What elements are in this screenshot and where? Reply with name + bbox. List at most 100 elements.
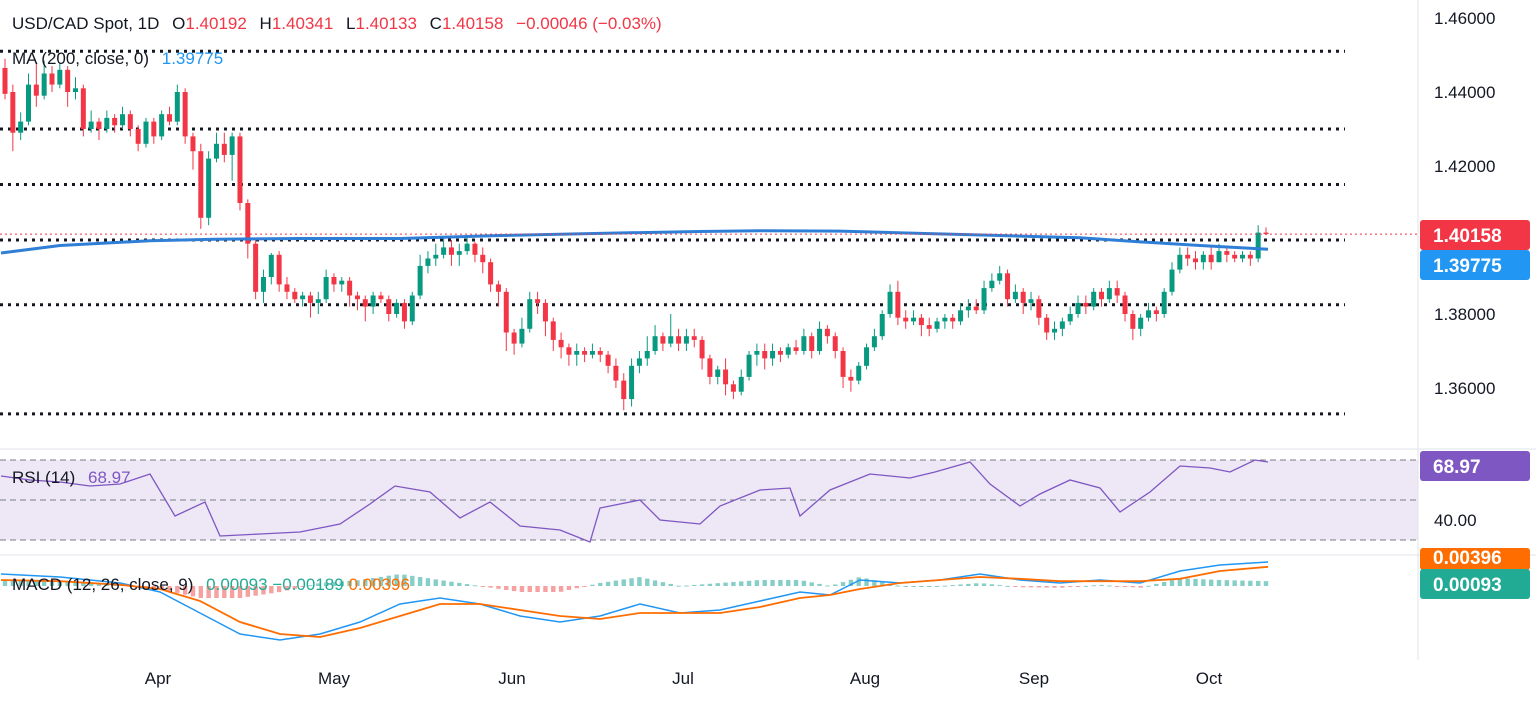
candle-body [777,351,783,355]
candle-body [480,254,486,263]
candle-body [307,295,313,303]
month-label-sep: Sep [1019,669,1049,688]
candle-body [1114,288,1120,296]
candle-body [143,121,149,144]
macd-histogram-bar [535,586,540,592]
candle-body [942,317,948,322]
macd-histogram-bar [1169,580,1175,586]
candle-body [347,280,353,296]
macd-histogram-bar [417,577,423,586]
candle-body [495,284,501,292]
macd-histogram-bar [598,582,603,586]
macd-histogram-bar [895,585,901,587]
macd-histogram-bar [974,583,979,586]
candle-body [879,314,885,337]
candle-body [1036,299,1042,318]
macd-histogram-bar [840,582,846,586]
low-value: 1.40133 [355,14,417,33]
candle-body [1232,254,1238,259]
macd-histogram-bar [966,583,971,586]
macd-histogram-bar [1013,586,1018,587]
macd-histogram-bar [331,581,337,586]
candle-body [245,203,251,244]
macd-histogram-bar [1201,579,1206,586]
last-price-badge-text: 1.40158 [1433,226,1502,247]
candle-body [456,251,462,255]
macd-histogram-bar [81,582,86,586]
macd-histogram-bar [449,581,454,586]
rsi-pane[interactable] [0,459,1536,556]
candle-body [550,321,556,340]
macd-histogram-bar [73,582,78,586]
macd-histogram-bar [151,586,157,589]
macd-histogram-bar [237,586,243,598]
candle-body [1240,254,1246,259]
macd-histogram-bar [1091,585,1096,587]
macd-histogram-bar [574,586,579,589]
candle-body [18,121,24,133]
macd-histogram-bar [1107,585,1112,587]
macd-histogram-bar [723,582,728,586]
candle-body [856,365,862,381]
signal-line [0,565,1269,638]
candle-body [135,129,141,144]
macd-histogram-bar [159,586,164,590]
candle-body [433,254,439,259]
macd-histogram-bar [96,583,102,586]
macd-histogram-bar [848,579,854,586]
macd-histogram-bar [1005,585,1010,587]
candle-body [903,317,909,322]
candle-body [1099,291,1105,300]
macd-histogram-bar [1161,581,1167,586]
macd-legend: MACD (12, 26, close, 9) 0.00093 −0.00189… [12,575,418,595]
candle-body [174,92,180,122]
candle-body [597,351,603,355]
macd-histogram-bar [1138,586,1143,588]
candle-body [448,247,454,255]
macd-badge-text: 0.00093 [1433,575,1502,596]
rsi-legend: RSI (14) 68.97 [12,468,139,488]
macd-histogram-bar [981,583,987,586]
macd-histogram-bar [167,586,172,592]
candle-body [127,114,133,129]
candle-body [958,310,964,322]
macd-histogram-bar [1122,586,1128,587]
macd-histogram-bar [668,583,673,586]
candle-body [730,384,736,392]
macd-histogram-bar [88,583,94,586]
candle-body [965,306,971,311]
rsi-label: RSI (14) [12,468,76,487]
price-pane[interactable] [0,49,1536,450]
ma-label: MA (200, close, 0) [12,49,150,68]
candle-body [2,67,8,94]
macd-histogram-bar [997,585,1002,587]
macd-histogram-bar [770,580,775,586]
candle-body [213,143,219,159]
candle-body [754,351,760,355]
macd-pane[interactable] [0,561,1269,641]
candle-body [824,328,830,337]
candle-body [300,295,306,300]
macd-histogram-bar [222,586,227,598]
macd-histogram-bar [558,586,564,592]
candle-body [315,299,321,303]
candle-body [119,114,125,126]
candle-body [582,351,588,355]
macd-histogram-bar [245,586,251,597]
macd-histogram-bar [402,574,407,586]
macd-histogram-bar [825,585,830,587]
macd-histogram-bar [198,586,204,598]
macd-histogram-bar [582,586,587,587]
macd-histogram-bar [2,580,8,586]
candle-body [676,336,682,344]
candle-body [519,328,525,344]
macd-histogram-bar [355,580,360,586]
rsi-badge-text: 68.97 [1433,457,1481,478]
candle-body [511,332,517,344]
candle-body [801,336,807,351]
macd-histogram-bar [543,586,548,592]
candle-body [1122,295,1128,314]
month-label-oct: Oct [1196,669,1223,688]
macd-histogram-bar [1232,580,1237,586]
